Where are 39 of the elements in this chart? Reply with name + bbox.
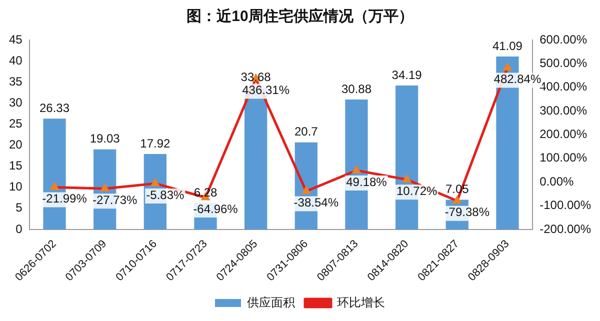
data-label: 436.31% (242, 83, 290, 98)
y-tick-label: 10 (8, 180, 23, 194)
data-label: 30.88 (341, 82, 372, 96)
data-label: 34.19 (392, 68, 422, 82)
y-tick-label: 30 (8, 95, 23, 110)
chart-title: 图：近10周住宅供应情况（万平） (186, 7, 414, 26)
data-label: -5.83% (146, 188, 185, 202)
legend-label: 环比增长 (337, 295, 385, 310)
data-label: 26.33 (39, 100, 70, 115)
data-label: -64.96% (193, 202, 238, 216)
y-tick-label: 45 (8, 32, 23, 46)
y2-tick-label: 300.00% (540, 103, 588, 118)
y2-tick-label: 200.00% (540, 127, 588, 142)
data-label: 20.7 (294, 124, 318, 139)
y2-tick-label: -100.00% (540, 198, 592, 212)
y2-tick-label: 600.00% (540, 32, 588, 46)
data-label: 10.72% (396, 184, 438, 198)
y2-tick-label: 0.00% (540, 174, 574, 188)
y2-tick-label: 400.00% (540, 80, 588, 94)
y2-tick-label: 100.00% (540, 150, 588, 165)
y-tick-label: 25 (8, 116, 23, 131)
y-tick-label: 15 (8, 158, 23, 173)
data-label: 49.18% (346, 174, 388, 189)
y-tick-label: 5 (16, 200, 23, 215)
y2-tick-label: -200.00% (540, 222, 592, 236)
data-label: 482.84% (494, 72, 542, 86)
data-label: -38.54% (294, 196, 339, 210)
data-label: -79.38% (444, 205, 490, 220)
y-tick-label: 35 (8, 74, 23, 88)
data-label: -27.73% (92, 192, 138, 207)
data-label: 41.09 (492, 38, 523, 53)
y-tick-label: 20 (8, 138, 23, 152)
y-tick-label: 0 (16, 222, 23, 236)
data-label: 17.92 (140, 136, 171, 150)
y-tick-label: 40 (8, 53, 23, 68)
data-label: 19.03 (90, 132, 120, 146)
legend-label: 供应面积 (247, 295, 295, 310)
y2-tick-label: 500.00% (540, 56, 588, 70)
data-label: -21.99% (42, 192, 88, 206)
